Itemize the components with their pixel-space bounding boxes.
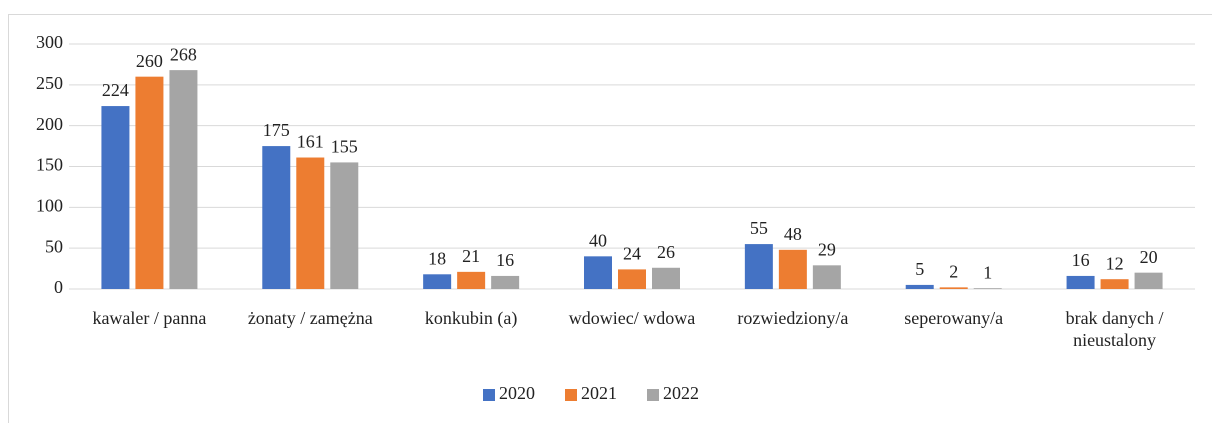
y-tick-label: 50 [45, 236, 63, 256]
y-tick-label: 250 [36, 73, 63, 93]
bar [1100, 279, 1129, 289]
bar [973, 288, 1002, 289]
legend-swatch [565, 389, 577, 401]
bar [905, 284, 934, 289]
bar [296, 157, 325, 289]
data-label: 2 [949, 261, 958, 281]
x-tick-label: żonaty / zamężna [247, 308, 373, 328]
data-label: 16 [496, 250, 514, 270]
x-tick-label: wdowiec/ wdowa [568, 308, 696, 328]
x-tick-label: rozwiedziony/a [737, 308, 849, 328]
data-label: 12 [1106, 253, 1124, 273]
data-label: 268 [170, 44, 197, 64]
x-tick-label: kawaler / panna [92, 308, 207, 328]
data-label: 40 [589, 230, 607, 250]
y-tick-label: 200 [36, 114, 63, 134]
y-tick-label: 150 [36, 155, 63, 175]
x-tick-label: konkubin (a) [424, 308, 518, 328]
x-tick-label: brak danych / nieustalony [1065, 308, 1164, 350]
data-label: 18 [428, 248, 446, 268]
bar [169, 70, 198, 289]
data-label: 260 [136, 51, 163, 71]
bar [939, 287, 968, 289]
data-label: 55 [750, 218, 768, 238]
bar [1134, 272, 1163, 289]
data-label: 26 [657, 242, 675, 262]
legend-label: 2021 [581, 383, 617, 403]
bar [652, 267, 680, 289]
bar [330, 162, 359, 289]
data-label: 161 [297, 132, 324, 152]
y-tick-label: 100 [36, 195, 63, 215]
chart-border [8, 14, 1212, 423]
bar [584, 256, 612, 289]
data-label: 48 [784, 224, 802, 244]
data-label: 29 [818, 239, 836, 259]
data-label: 155 [331, 137, 358, 157]
legend-swatch [483, 389, 495, 401]
data-label: 224 [102, 80, 129, 100]
y-tick-label: 300 [36, 32, 63, 52]
bar [491, 275, 520, 289]
data-label: 5 [915, 259, 924, 279]
data-label: 16 [1072, 250, 1090, 270]
y-tick-label: 0 [54, 277, 63, 297]
bar [812, 265, 841, 289]
data-label: 175 [263, 120, 290, 140]
bar [744, 244, 773, 289]
data-label: 1 [983, 262, 992, 282]
data-label: 24 [623, 244, 641, 264]
bar [262, 146, 291, 289]
bar [423, 274, 452, 289]
bar [1066, 275, 1095, 289]
data-label: 21 [462, 246, 480, 266]
bar [135, 76, 164, 290]
legend-swatch [647, 389, 659, 401]
legend-label: 2020 [499, 383, 535, 403]
legend-label: 2022 [663, 383, 699, 403]
bar [101, 106, 130, 289]
data-label: 20 [1140, 247, 1158, 267]
bar [778, 249, 807, 289]
x-tick-label: seperowany/a [904, 308, 1004, 328]
bar [618, 269, 646, 289]
bar [457, 271, 486, 289]
